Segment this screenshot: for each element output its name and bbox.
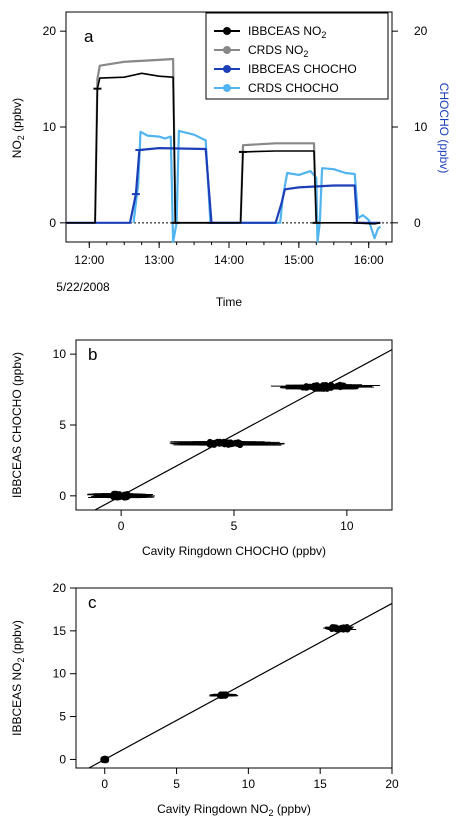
legend-swatch-marker (223, 84, 231, 92)
panel-a-ticks: 12:00 13:00 14:00 15:00 16:00 0 10 20 0 10 20 (43, 24, 428, 267)
legend-box (205, 12, 389, 100)
data-point (338, 625, 345, 632)
panel-c-ylabel: IBBCEAS NO2 (ppbv) (10, 620, 26, 736)
panel-c-ticks: 0 5 10 15 20 0 5 10 15 20 (53, 581, 399, 791)
data-point (102, 756, 109, 763)
legend-entry-ibbceas-chocho: IBBCEAS CHOCHO (214, 62, 357, 76)
fit-line (94, 349, 393, 511)
panel-c-points (100, 624, 357, 764)
y-tick-label: 10 (53, 347, 67, 361)
panel-a-ylabel-left: NO2 (ppbv) (10, 98, 26, 158)
y-right-tick-label: 0 (414, 216, 421, 230)
data-point (121, 493, 128, 500)
x-tick-label: 10 (242, 777, 256, 791)
y-tick-label: 5 (59, 710, 66, 724)
panel-b-ticks: 0 5 10 0 5 10 (53, 347, 354, 533)
panel-b: b 0 5 10 0 5 10 IBBCEAS CHOCHO (ppbv) Cavity … (10, 339, 393, 558)
panel-a-date-label: 5/22/2008 (56, 280, 110, 294)
y-tick-label: 10 (53, 667, 67, 681)
panel-c: c 0 5 10 15 20 0 5 10 15 20 IBBCEAS NO2 (ppbv) Ca… (10, 581, 399, 818)
panel-b-fit-line (94, 349, 393, 511)
data-point (330, 624, 337, 631)
y-tick-label: 20 (53, 581, 67, 595)
legend-label: IBBCEAS CHOCHO (248, 62, 357, 76)
data-point (211, 441, 218, 448)
x-tick-label: 5 (231, 519, 238, 533)
panel-a-label: a (84, 27, 94, 46)
y-left-tick-label: 0 (49, 216, 56, 230)
panel-b-frame (75, 339, 393, 511)
data-point (217, 691, 224, 698)
x-tick-label: 5 (173, 777, 180, 791)
panel-a: a 12:00 13:00 14:00 15:00 16:00 0 10 20 0 10 20 NO… (10, 11, 451, 309)
legend-swatch-marker (223, 65, 231, 73)
x-tick-label: 0 (101, 777, 108, 791)
x-tick-label: 0 (118, 519, 125, 533)
legend-swatch-marker (223, 46, 231, 54)
y-right-tick-label: 20 (414, 24, 428, 38)
y-left-tick-label: 10 (43, 120, 57, 134)
panel-b-label: b (88, 345, 97, 364)
x-tick-label: 16:00 (354, 253, 384, 267)
panel-c-frame (75, 587, 393, 769)
panel-b-ylabel: IBBCEAS CHOCHO (ppbv) (10, 352, 24, 498)
legend-entry-crds-no2: CRDS NO2 (214, 43, 308, 59)
y-tick-label: 15 (53, 624, 67, 638)
x-tick-label: 15:00 (284, 253, 314, 267)
panel-c-xlabel: Cavity Ringdown NO2 (ppbv) (157, 802, 311, 818)
data-point (229, 440, 236, 447)
panel-a-series (66, 57, 382, 244)
legend-label: IBBCEAS NO2 (248, 24, 326, 40)
series-line (132, 129, 382, 244)
legend-label: CRDS CHOCHO (248, 81, 339, 95)
panel-a-xlabel: Time (216, 295, 243, 309)
x-tick-label: 13:00 (144, 253, 174, 267)
legend-entry-ibbceas-no2: IBBCEAS NO2 (214, 24, 326, 40)
x-tick-label: 12:00 (74, 253, 104, 267)
legend-label: CRDS NO2 (248, 43, 308, 59)
data-point (344, 626, 351, 633)
x-tick-label: 14:00 (214, 253, 244, 267)
x-tick-label: 10 (340, 519, 354, 533)
y-tick-label: 0 (59, 752, 66, 766)
y-tick-label: 5 (59, 418, 66, 432)
y-tick-label: 0 (59, 489, 66, 503)
data-point (319, 382, 326, 389)
panel-a-legend: IBBCEAS NO2 CRDS NO2 IBBCEAS CHOCHO CRDS… (205, 12, 389, 100)
panel-a-ylabel-right: CHOCHO (ppbv) (437, 83, 451, 174)
y-right-tick-label: 10 (414, 120, 428, 134)
series-line (66, 147, 381, 224)
x-tick-label: 20 (385, 777, 399, 791)
x-tick-label: 15 (314, 777, 328, 791)
data-point (304, 384, 311, 391)
y-left-tick-label: 20 (43, 24, 57, 38)
panel-c-label: c (88, 593, 97, 612)
panel-b-xlabel: Cavity Ringdown CHOCHO (ppbv) (142, 544, 326, 558)
legend-swatch-marker (223, 27, 231, 35)
panel-b-points (87, 381, 380, 501)
legend-entry-crds-chocho: CRDS CHOCHO (214, 81, 339, 95)
